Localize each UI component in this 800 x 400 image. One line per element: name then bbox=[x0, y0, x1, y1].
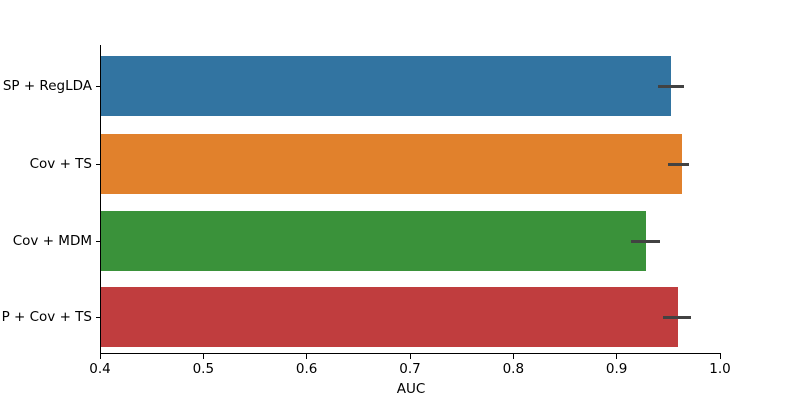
bar-cov-mdm bbox=[101, 211, 646, 271]
x-tick-mark bbox=[202, 354, 204, 359]
error-bar bbox=[631, 239, 661, 243]
x-tick-label: 0.6 bbox=[295, 361, 318, 377]
y-tick-mark bbox=[96, 316, 100, 318]
y-axis-spine bbox=[100, 45, 101, 353]
y-tick-mark bbox=[96, 163, 100, 165]
bar-p-cov-ts bbox=[101, 287, 678, 347]
y-tick-label: SP + RegLDA bbox=[2, 78, 92, 94]
y-tick-mark bbox=[96, 85, 100, 87]
bar-sp-reglda bbox=[101, 56, 672, 116]
x-tick-label: 0.7 bbox=[399, 361, 421, 377]
y-tick-mark bbox=[96, 240, 100, 242]
error-bar bbox=[658, 84, 684, 88]
x-tick-mark bbox=[719, 354, 721, 359]
x-tick-label: 0.9 bbox=[605, 361, 628, 377]
error-bar bbox=[668, 162, 689, 166]
x-tick-label: 0.5 bbox=[192, 361, 215, 377]
x-tick-mark bbox=[306, 354, 308, 359]
x-tick-mark bbox=[512, 354, 514, 359]
x-tick-mark bbox=[616, 354, 618, 359]
x-tick-mark bbox=[409, 354, 411, 359]
x-axis-label: AUC bbox=[396, 381, 426, 397]
x-tick-label: 0.8 bbox=[502, 361, 525, 377]
bar-cov-ts bbox=[101, 134, 682, 194]
x-tick-label: 0.4 bbox=[89, 361, 111, 377]
y-tick-label: P + Cov + TS bbox=[1, 309, 92, 325]
x-tick-mark bbox=[99, 354, 101, 359]
y-tick-label: Cov + TS bbox=[29, 156, 92, 172]
y-tick-label: Cov + MDM bbox=[12, 233, 92, 249]
error-bar bbox=[663, 315, 692, 319]
x-axis-spine bbox=[100, 353, 721, 354]
x-tick-label: 1.0 bbox=[709, 361, 731, 377]
